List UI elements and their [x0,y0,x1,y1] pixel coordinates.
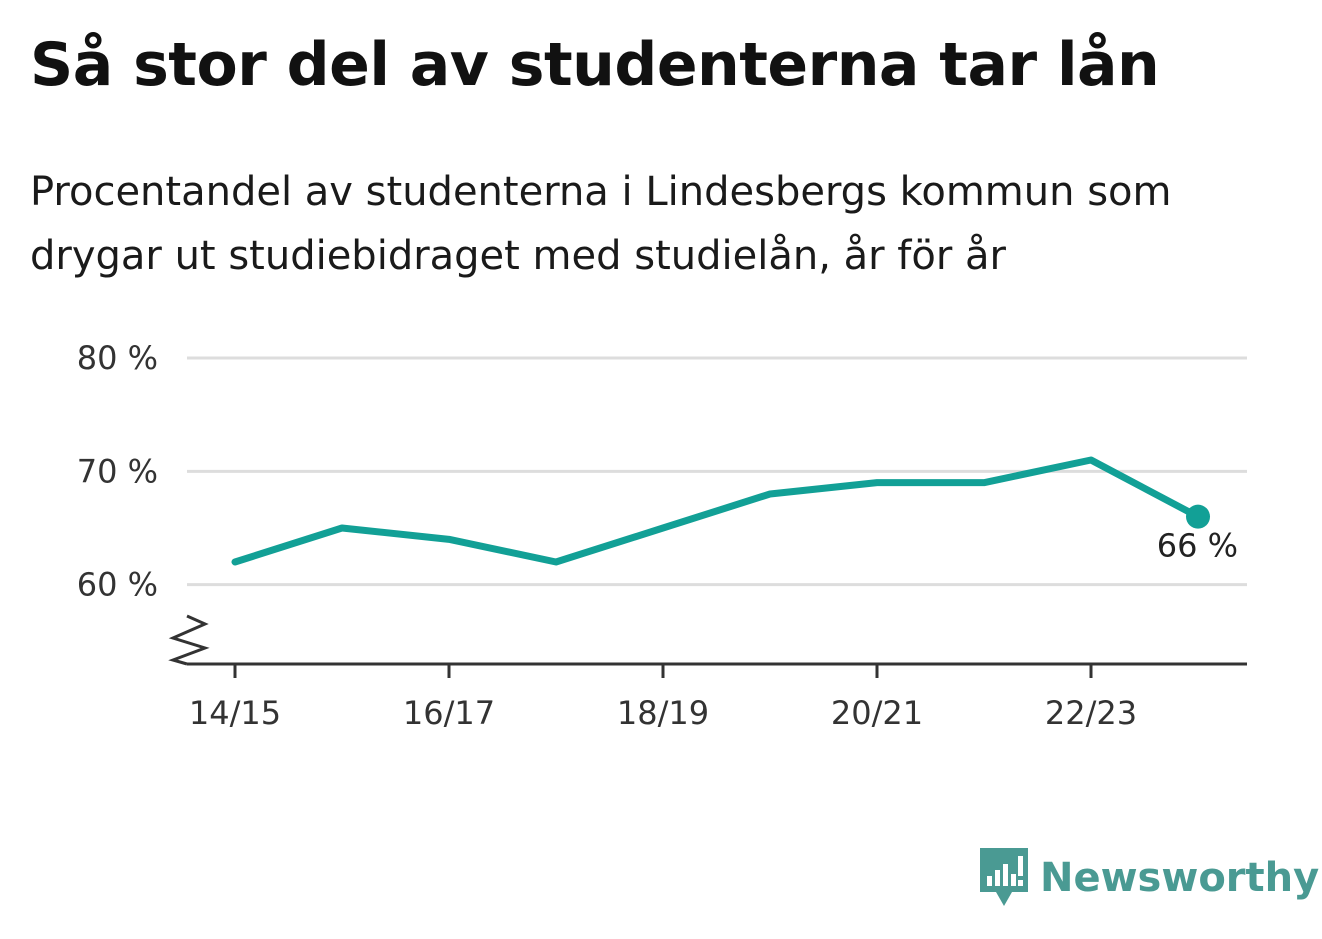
x-tick-label: 18/19 [617,694,709,732]
axis-break-icon [168,614,210,666]
brand-logo: Newsworthy [980,848,1319,908]
x-tick-label: 16/17 [403,694,495,732]
newsworthy-logo-icon [980,848,1028,906]
chart-title: Så stor del av studenterna tar lån [30,30,1160,100]
chart-subtitle: Procentandel av studenterna i Lindesberg… [30,169,1172,279]
x-tick-label: 20/21 [831,694,923,732]
y-tick-label: 80 % [77,339,158,377]
end-point [1186,504,1210,529]
x-axis-tick-labels: 14/15 16/17 18/19 20/21 22/23 [189,664,1137,732]
y-tick-label: 60 % [77,566,158,604]
x-axis [168,614,1247,666]
brand-name: Newsworthy [1040,855,1320,901]
x-tick-label: 22/23 [1045,694,1137,732]
x-tick-label: 14/15 [189,694,281,732]
series-layer: 66 % [231,456,1238,566]
end-value-label: 66 % [1157,527,1238,565]
series-line [231,456,1202,566]
gridlines [187,356,1247,587]
y-axis-tick-labels: 60 % 70 % 80 % [77,339,158,604]
y-tick-label: 70 % [77,452,158,490]
